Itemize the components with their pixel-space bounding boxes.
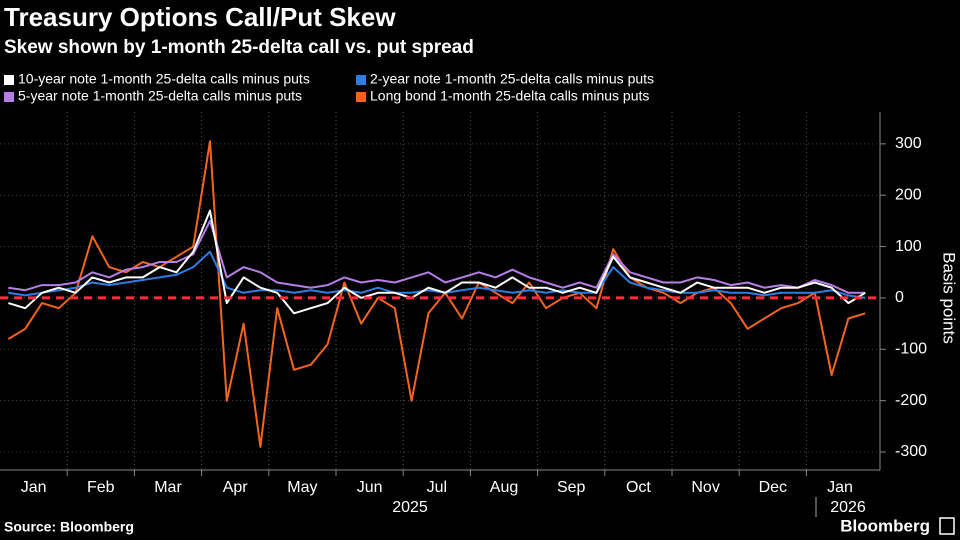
legend-swatch xyxy=(356,75,366,85)
brand: Bloomberg xyxy=(840,516,930,535)
x-tick-label: Jan xyxy=(21,479,47,496)
chart-title: Treasury Options Call/Put Skew xyxy=(4,2,396,32)
x-tick-label: May xyxy=(287,479,317,496)
x-tick-label: Sep xyxy=(557,479,586,496)
series-line xyxy=(8,219,866,294)
x-tick-label: Mar xyxy=(154,479,182,496)
series-line xyxy=(8,250,866,299)
y-tick-label: 200 xyxy=(895,186,922,203)
x-tick-label: Jun xyxy=(357,479,383,496)
x-tick-label: Dec xyxy=(759,479,787,496)
y-tick-label: -300 xyxy=(895,443,927,460)
y-axis-label: Basis points xyxy=(940,252,959,344)
source: Source: Bloomberg xyxy=(4,519,134,535)
x-tick-label: Aug xyxy=(490,479,518,496)
x-tick-label: Nov xyxy=(691,479,719,496)
legend-label: 2-year note 1-month 25-delta calls minus… xyxy=(370,71,654,87)
y-tick-label: -100 xyxy=(895,341,927,358)
legend-label: 5-year note 1-month 25-delta calls minus… xyxy=(18,88,302,104)
legend-swatch xyxy=(4,75,14,85)
x-tick-label: Feb xyxy=(87,479,115,496)
brand-icon xyxy=(939,517,955,535)
x-tick-label: Jan xyxy=(827,479,853,496)
legend-swatch xyxy=(4,92,14,102)
x-tick-label: Jul xyxy=(427,479,447,496)
series-line xyxy=(8,209,866,315)
y-tick-label: 0 xyxy=(895,289,904,306)
year-label: 2025 xyxy=(392,499,428,516)
chart-subtitle: Skew shown by 1-month 25-delta call vs. … xyxy=(4,37,474,58)
year-label: 2026 xyxy=(830,499,866,516)
y-tick-label: 100 xyxy=(895,238,922,255)
y-tick-label: 300 xyxy=(895,135,922,152)
legend-swatch xyxy=(356,92,366,102)
x-tick-label: Apr xyxy=(223,479,249,496)
x-tick-label: Oct xyxy=(626,479,651,496)
legend-label: Long bond 1-month 25-delta calls minus p… xyxy=(370,88,649,104)
y-tick-label: -200 xyxy=(895,392,927,409)
legend-label: 10-year note 1-month 25-delta calls minu… xyxy=(18,71,310,87)
